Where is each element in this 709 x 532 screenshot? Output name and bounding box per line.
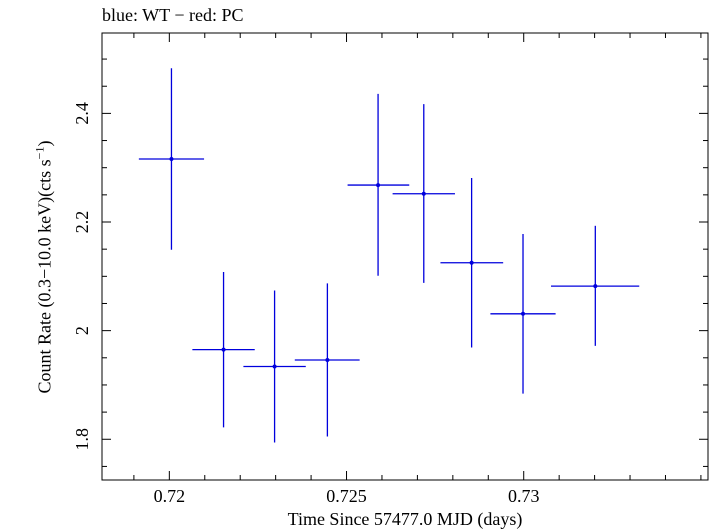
y-tick-label: 2 — [72, 326, 92, 335]
point-marker — [421, 191, 426, 196]
data-point — [138, 68, 205, 250]
data-point — [551, 225, 640, 346]
x-axis-label: Time Since 57477.0 MJD (days) — [287, 509, 523, 529]
tick-marks — [102, 33, 708, 480]
data-point — [347, 93, 410, 276]
y-tick-label: 2.2 — [72, 211, 92, 234]
y-axis-label-end: ) — [34, 140, 55, 147]
chart-title: blue: WT − red: PC — [102, 5, 244, 25]
data-point — [243, 290, 306, 443]
x-tick-label: 0.725 — [326, 486, 367, 506]
y-axis-label: Count Rate (0.3−10.0 keV)(cts s−1) — [33, 141, 56, 394]
x-tick-label: 0.73 — [508, 486, 540, 506]
y-axis-label-exponent: −1 — [32, 146, 47, 160]
point-marker — [469, 260, 474, 265]
point-marker — [221, 347, 226, 352]
y-tick-label: 1.8 — [72, 428, 92, 451]
y-axis-label-main: Count Rate (0.3−10.0 keV)(cts s — [34, 159, 55, 394]
tick-labels: 0.72 0.725 0.73 1.8 2 2.2 2.4 — [72, 102, 539, 506]
plot-frame — [101, 32, 709, 481]
point-marker — [272, 364, 277, 369]
data-point — [192, 271, 255, 428]
data-point — [392, 104, 455, 283]
point-marker — [376, 183, 381, 188]
data-point — [294, 283, 360, 437]
point-marker — [169, 157, 174, 162]
data-point — [440, 178, 504, 348]
data-points — [138, 68, 640, 443]
point-marker — [325, 357, 330, 362]
point-marker — [521, 311, 526, 316]
y-tick-label: 2.4 — [72, 102, 92, 125]
point-marker — [593, 284, 598, 289]
data-point — [490, 233, 556, 394]
x-tick-label: 0.72 — [154, 486, 186, 506]
